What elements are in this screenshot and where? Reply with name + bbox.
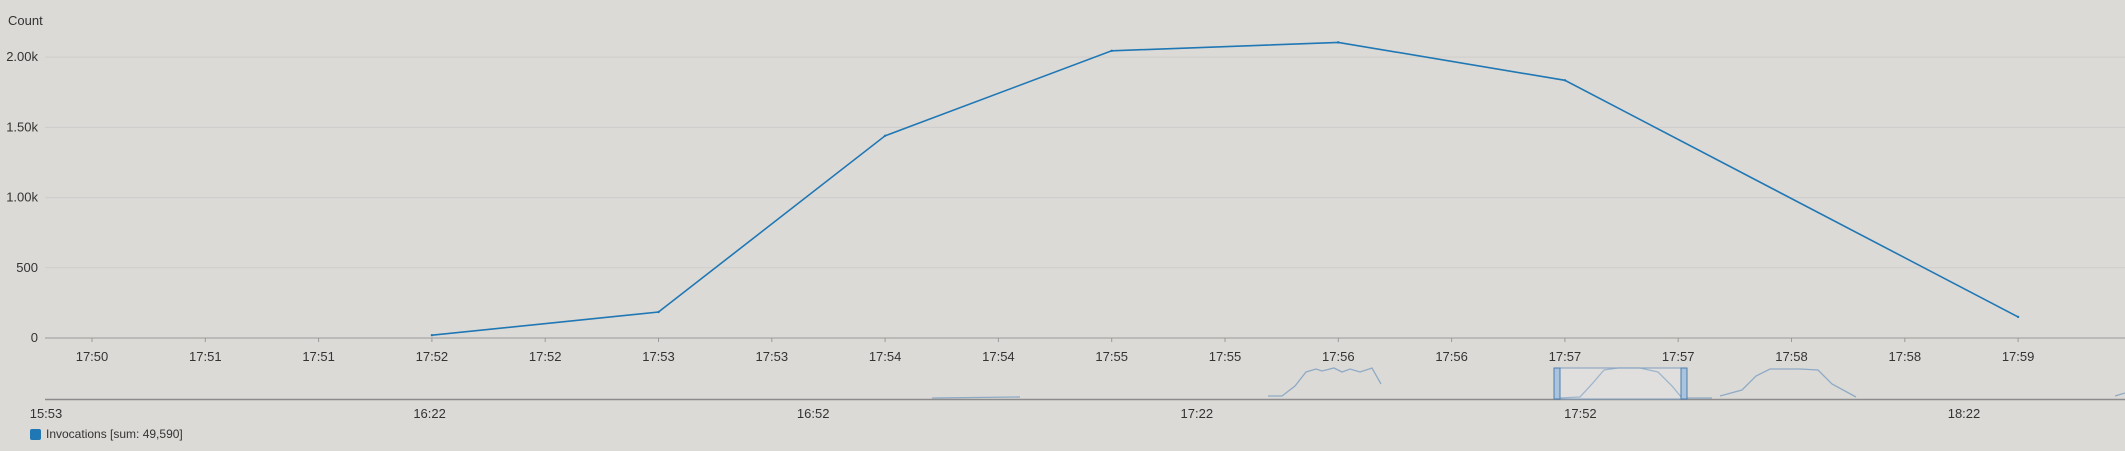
series-line-invocations <box>431 41 2019 336</box>
time-range-navigator[interactable]: 15:53 16:22 16:52 17:22 17:52 18:22 <box>30 367 2125 421</box>
x-tick-label: 17:52 <box>529 349 562 364</box>
x-tick-label: 17:51 <box>189 349 222 364</box>
data-point[interactable] <box>1337 41 1340 44</box>
x-tick-label: 17:59 <box>2002 349 2035 364</box>
navigator-left-handle[interactable] <box>1553 367 1561 400</box>
series-layer <box>430 41 2020 337</box>
x-tick-label: 17:56 <box>1435 349 1468 364</box>
navigator-tick-label: 18:22 <box>1948 406 1981 421</box>
x-tick-label: 17:50 <box>76 349 109 364</box>
navigator-ticks: 15:53 16:22 16:52 17:22 17:52 18:22 <box>30 406 1981 421</box>
y-tick-label: 500 <box>16 260 38 275</box>
y-axis-label: Count <box>8 13 43 28</box>
data-point[interactable] <box>1110 49 1113 53</box>
navigator-right-handle[interactable] <box>1680 367 1688 400</box>
data-point[interactable] <box>883 134 887 137</box>
navigator-tick-label: 15:53 <box>30 406 63 421</box>
navigator-background <box>45 367 2125 399</box>
navigator-tick-label: 17:52 <box>1564 406 1597 421</box>
navigator-tick-label: 16:22 <box>413 406 446 421</box>
x-tick-label: 17:57 <box>1549 349 1582 364</box>
x-tick-label: 17:55 <box>1095 349 1128 364</box>
data-point[interactable] <box>430 333 434 337</box>
navigator-tick-label: 17:22 <box>1181 406 1214 421</box>
legend-swatch <box>30 428 41 440</box>
navigator-tick-label: 16:52 <box>797 406 830 421</box>
x-tick-label: 17:58 <box>1775 349 1808 364</box>
y-tick-label: 1.50k <box>6 119 38 134</box>
x-tick-label: 17:52 <box>416 349 449 364</box>
x-tick-label: 17:55 <box>1209 349 1242 364</box>
grid-lines <box>45 56 2125 269</box>
legend-label: Invocations [sum: 49,590] <box>46 427 183 441</box>
y-tick-label: 2.00k <box>6 49 38 64</box>
x-tick-label: 17:56 <box>1322 349 1355 364</box>
y-tick-label: 0 <box>31 330 38 345</box>
navigator-selection[interactable] <box>1554 367 1686 400</box>
y-tick-label: 1.00k <box>6 190 38 205</box>
data-point[interactable] <box>1563 79 1567 82</box>
x-tick-label: 17:54 <box>869 349 902 364</box>
data-point[interactable] <box>2016 315 2020 319</box>
x-tick-label: 17:51 <box>302 349 335 364</box>
data-point[interactable] <box>657 310 660 314</box>
x-tick-label: 17:58 <box>1889 349 1922 364</box>
x-axis-ticks: 17:50 17:51 17:51 17:52 17:52 17:53 17:53 17:54… <box>76 338 2125 364</box>
x-tick-label: 17:57 <box>1662 349 1695 364</box>
x-tick-label: 17:54 <box>982 349 1015 364</box>
legend-item-invocations[interactable]: Invocations [sum: 49,590] <box>30 427 183 441</box>
x-tick-label: 17:53 <box>756 349 789 364</box>
y-axis-ticks: 0 500 1.00k 1.50k 2.00k <box>6 49 38 345</box>
x-tick-label: 17:53 <box>642 349 675 364</box>
